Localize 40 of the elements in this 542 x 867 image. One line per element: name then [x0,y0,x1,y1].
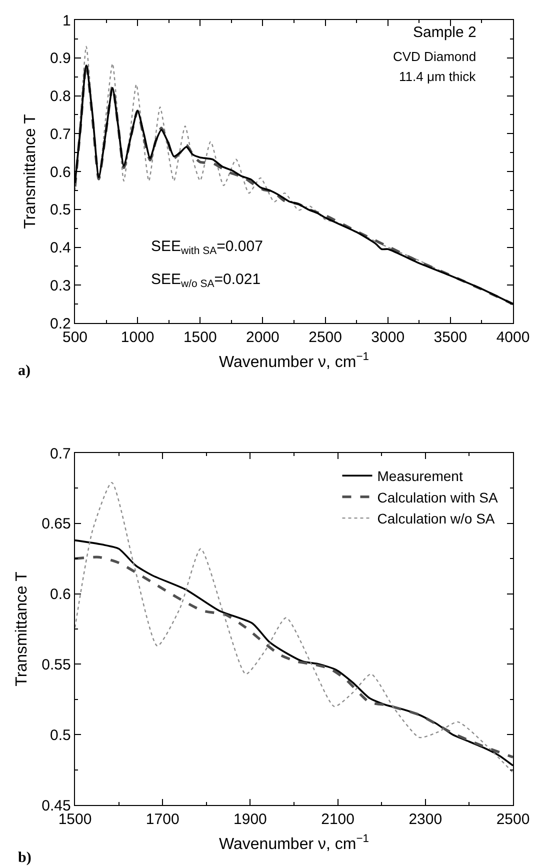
x-tick-label: 2000 [246,329,280,346]
x-tick-label: 2300 [408,811,442,828]
line-series [75,482,513,774]
x-tick-label: 3500 [434,329,468,346]
y-tick-label: 0.5 [50,202,71,219]
y-tick-label: 0.7 [50,445,71,462]
x-tick-label: 1000 [120,329,154,346]
y-tick-label: 0.9 [50,50,71,68]
y-tick-label: 0.7 [50,126,71,143]
y-tick-label: 0.65 [42,516,71,533]
legend-label: Calculation with SA [377,489,499,506]
y-tick-label: 0.4 [50,240,71,256]
x-tick-label: 2500 [496,811,530,828]
x-tick-label: 2100 [321,811,354,828]
y-tick-label: 0.8 [50,88,71,105]
x-tick-label: 2500 [308,329,342,346]
x-tick-label: 4000 [496,329,530,346]
y-tick-label: 0.6 [50,586,71,604]
y-tick-label: 0.5 [50,726,71,744]
y-tick-label: 0.6 [50,164,71,181]
x-tick-label: 1900 [234,811,267,828]
y-tick-label: 0.55 [42,656,71,674]
text: b) [18,850,32,866]
annotation: 11.4 μm thick [399,69,476,84]
x-tick-label: 1500 [183,329,217,346]
y-tick-label: 1 [62,12,71,30]
x-axis-title: Wavenumber ν, cm$^{−1}$ [219,351,369,371]
annotation: Sample 2 [413,24,476,41]
x-tick-label: 3000 [371,329,405,346]
text: a) [18,363,30,379]
y-axis-title: Transmittance T [22,114,39,229]
annotation: CVD Diamond [393,49,476,64]
annotation: SEE$_{w/o SA}$=0.021 [151,271,261,290]
legend-label: Measurement [377,468,463,484]
y-axis-title: Transmittance T [14,571,31,686]
annotation: SEE$_{with SA}$=0.007 [151,238,263,258]
x-axis-title: Wavenumber ν, cm$^{−1}$ [219,833,369,853]
legend-label: Calculation w/o SA [377,510,496,526]
y-tick-label: 0.3 [50,277,71,294]
x-tick-label: 1700 [146,811,180,828]
